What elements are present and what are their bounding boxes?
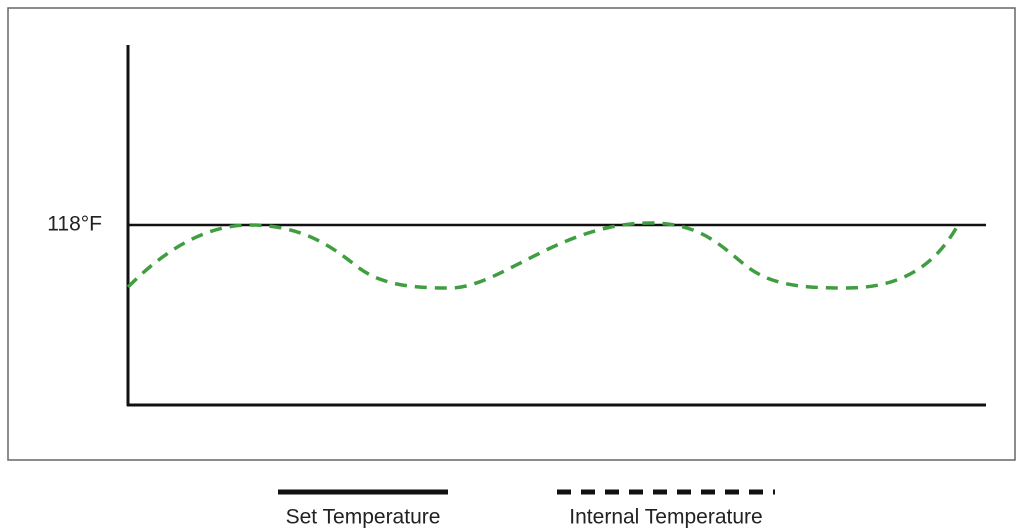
legend-label: Set Temperature: [286, 506, 441, 529]
internal-temperature-line: [126, 221, 960, 290]
frame: [7, 7, 1016, 461]
y-label: 118°F: [47, 213, 102, 236]
legend-label: Internal Temperature: [569, 506, 762, 529]
